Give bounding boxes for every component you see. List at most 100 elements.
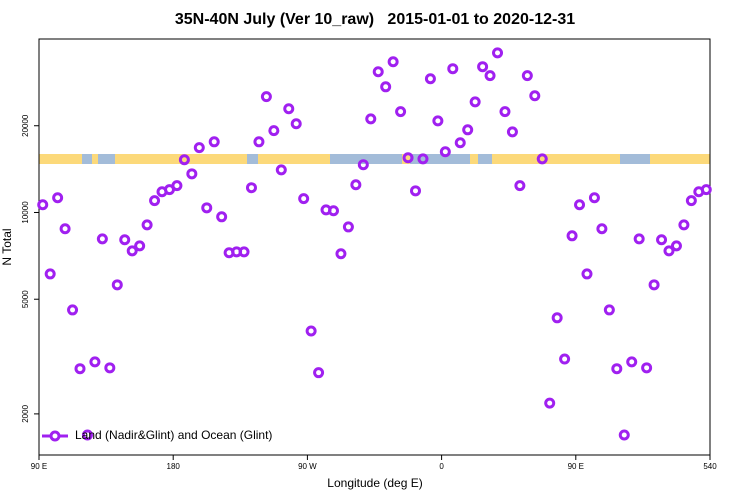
point	[298, 193, 310, 205]
point	[641, 362, 653, 374]
point	[648, 279, 660, 291]
land-band	[470, 154, 478, 164]
point	[119, 234, 131, 246]
plot-frame	[38, 38, 711, 456]
point	[201, 202, 213, 214]
point	[193, 142, 205, 154]
point	[424, 73, 436, 85]
x-axis-label: Longitude (deg E)	[327, 476, 422, 490]
point	[216, 211, 228, 223]
point	[260, 91, 272, 103]
land-band	[92, 154, 98, 164]
point	[633, 233, 645, 245]
point	[454, 137, 466, 149]
x-tick-label: 180	[167, 462, 181, 471]
point	[141, 219, 153, 231]
point	[395, 106, 407, 118]
point	[499, 106, 511, 118]
point	[670, 240, 682, 252]
point	[290, 118, 302, 130]
point	[365, 113, 377, 125]
point	[134, 240, 146, 252]
ocean-band	[39, 154, 710, 164]
point	[521, 70, 533, 82]
point	[529, 90, 541, 102]
point	[678, 219, 690, 231]
y-tick-label: 10000	[21, 201, 30, 224]
point	[544, 397, 556, 409]
point	[432, 115, 444, 127]
point	[685, 195, 697, 207]
point	[663, 245, 675, 257]
point	[305, 325, 317, 337]
point	[559, 353, 571, 365]
point	[96, 233, 108, 245]
point	[44, 268, 56, 280]
point	[603, 304, 615, 316]
point	[275, 164, 287, 176]
land-band	[492, 154, 620, 164]
point	[492, 47, 504, 59]
point	[402, 152, 414, 164]
point	[178, 154, 190, 166]
point	[186, 168, 198, 180]
point	[462, 124, 474, 136]
x-tick-label: 90 E	[31, 462, 47, 471]
land-mask-band	[39, 154, 710, 164]
point	[104, 362, 116, 374]
point	[536, 153, 548, 165]
point	[380, 81, 392, 93]
point	[566, 230, 578, 242]
point	[700, 184, 712, 196]
point	[313, 367, 325, 379]
point	[67, 304, 79, 316]
x-tick-label: 0	[439, 462, 444, 471]
land-band	[650, 154, 710, 164]
point	[149, 195, 161, 207]
point	[171, 180, 183, 192]
point	[327, 205, 339, 217]
point	[268, 125, 280, 137]
land-band	[402, 154, 410, 164]
point	[111, 279, 123, 291]
point	[208, 136, 220, 148]
point	[357, 159, 369, 171]
y-tick-label: 5000	[21, 290, 30, 308]
point	[588, 192, 600, 204]
point	[447, 63, 459, 75]
point	[89, 356, 101, 368]
x-tick-label: 90 E	[568, 462, 584, 471]
legend-marker	[49, 430, 61, 442]
point	[574, 199, 586, 211]
point	[611, 363, 623, 375]
point	[283, 103, 295, 115]
point	[417, 153, 429, 165]
land-band	[258, 154, 330, 164]
point	[126, 245, 138, 257]
y-tick-label: 20000	[21, 114, 30, 137]
point	[372, 66, 384, 78]
point	[245, 182, 257, 194]
land-band	[39, 154, 82, 164]
point	[74, 363, 86, 375]
point	[581, 268, 593, 280]
y-axis-label: N Total	[0, 228, 14, 265]
point	[626, 356, 638, 368]
y-tick-label: 2000	[21, 404, 30, 422]
point	[410, 185, 422, 197]
point	[81, 429, 93, 441]
point	[335, 248, 347, 260]
point	[238, 246, 250, 258]
point	[551, 312, 563, 324]
x-tick-label: 540	[703, 462, 717, 471]
point	[484, 70, 496, 82]
point	[439, 146, 451, 158]
point	[342, 221, 354, 233]
point	[656, 234, 668, 246]
point	[253, 136, 265, 148]
point	[350, 179, 362, 191]
point	[477, 61, 489, 73]
point	[514, 180, 526, 192]
